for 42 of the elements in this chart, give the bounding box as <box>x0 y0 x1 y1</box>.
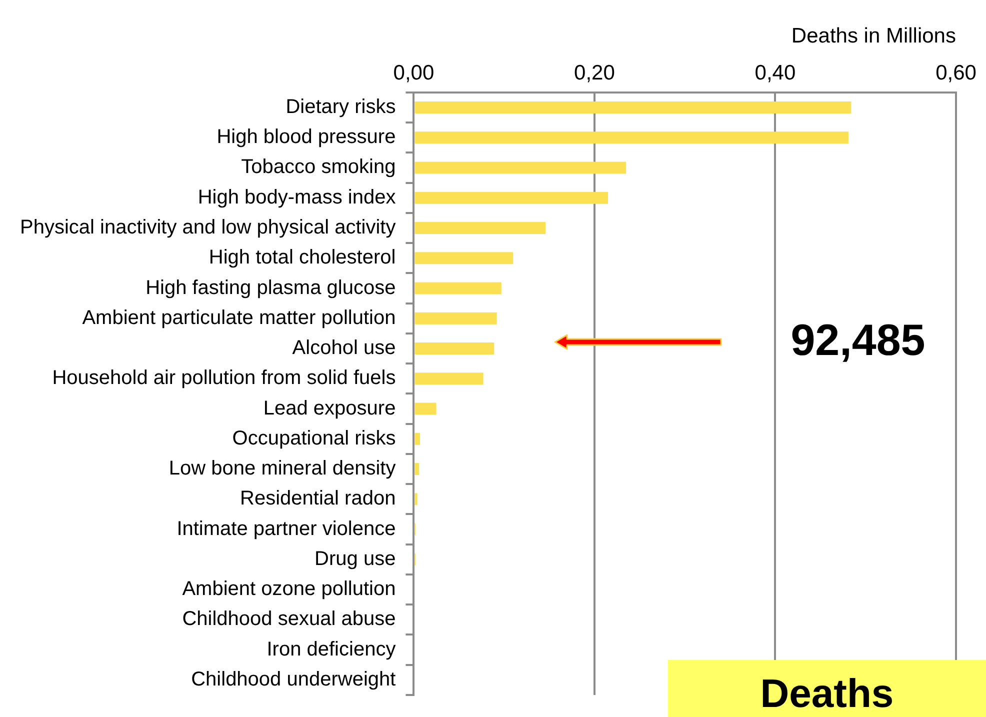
y-tick-label: Ambient ozone pollution <box>182 578 396 600</box>
x-tick-label: 0,60 <box>936 62 976 85</box>
annotation: Deaths <box>760 671 894 717</box>
y-tick-label: Low bone mineral density <box>168 458 396 480</box>
bar <box>414 132 848 144</box>
y-tick-label: Childhood underweight <box>191 668 396 690</box>
bar <box>414 312 497 324</box>
y-tick-label: Tobacco smoking <box>241 156 396 178</box>
bar <box>414 222 546 234</box>
y-tick-label: Residential radon <box>240 488 396 510</box>
bar <box>414 282 502 294</box>
bar <box>414 432 420 445</box>
callout-box: Deaths <box>668 660 986 717</box>
y-tick-label: Childhood sexual abuse <box>182 608 396 630</box>
bar <box>414 463 420 476</box>
bar <box>414 372 484 385</box>
y-tick-label: Drug use <box>314 548 396 570</box>
y-tick-label: High fasting plasma glucose <box>146 276 396 299</box>
y-tick-label: Dietary risks <box>286 96 396 118</box>
annotation: 92,485 <box>790 316 926 365</box>
bar <box>414 192 608 204</box>
bar <box>414 402 436 415</box>
bar <box>414 493 418 506</box>
y-tick-label: Iron deficiency <box>266 638 396 660</box>
x-tick-label: 0,20 <box>574 62 615 85</box>
x-tick-label: 0,00 <box>393 62 434 85</box>
x-axis-title: Deaths in Millions <box>791 24 956 48</box>
y-tick-label: High body-mass index <box>198 186 396 208</box>
y-tick-label: Household air pollution from solid fuels <box>52 367 396 390</box>
bar <box>414 252 514 264</box>
y-tick-label: High blood pressure <box>216 126 396 148</box>
bar <box>414 162 626 174</box>
y-tick-label: Lead exposure <box>263 397 396 420</box>
bar <box>414 101 852 114</box>
y-tick-label: Ambient particulate matter pollution <box>82 306 396 329</box>
y-tick-label: Alcohol use <box>292 337 396 360</box>
y-tick-label: Intimate partner violence <box>176 518 396 540</box>
bar <box>414 342 494 355</box>
y-tick-label: Occupational risks <box>232 427 396 450</box>
x-tick-label: 0,40 <box>754 62 796 85</box>
y-tick-label: Physical inactivity and low physical activity <box>20 216 396 238</box>
y-tick-label: High total cholesterol <box>208 246 396 269</box>
